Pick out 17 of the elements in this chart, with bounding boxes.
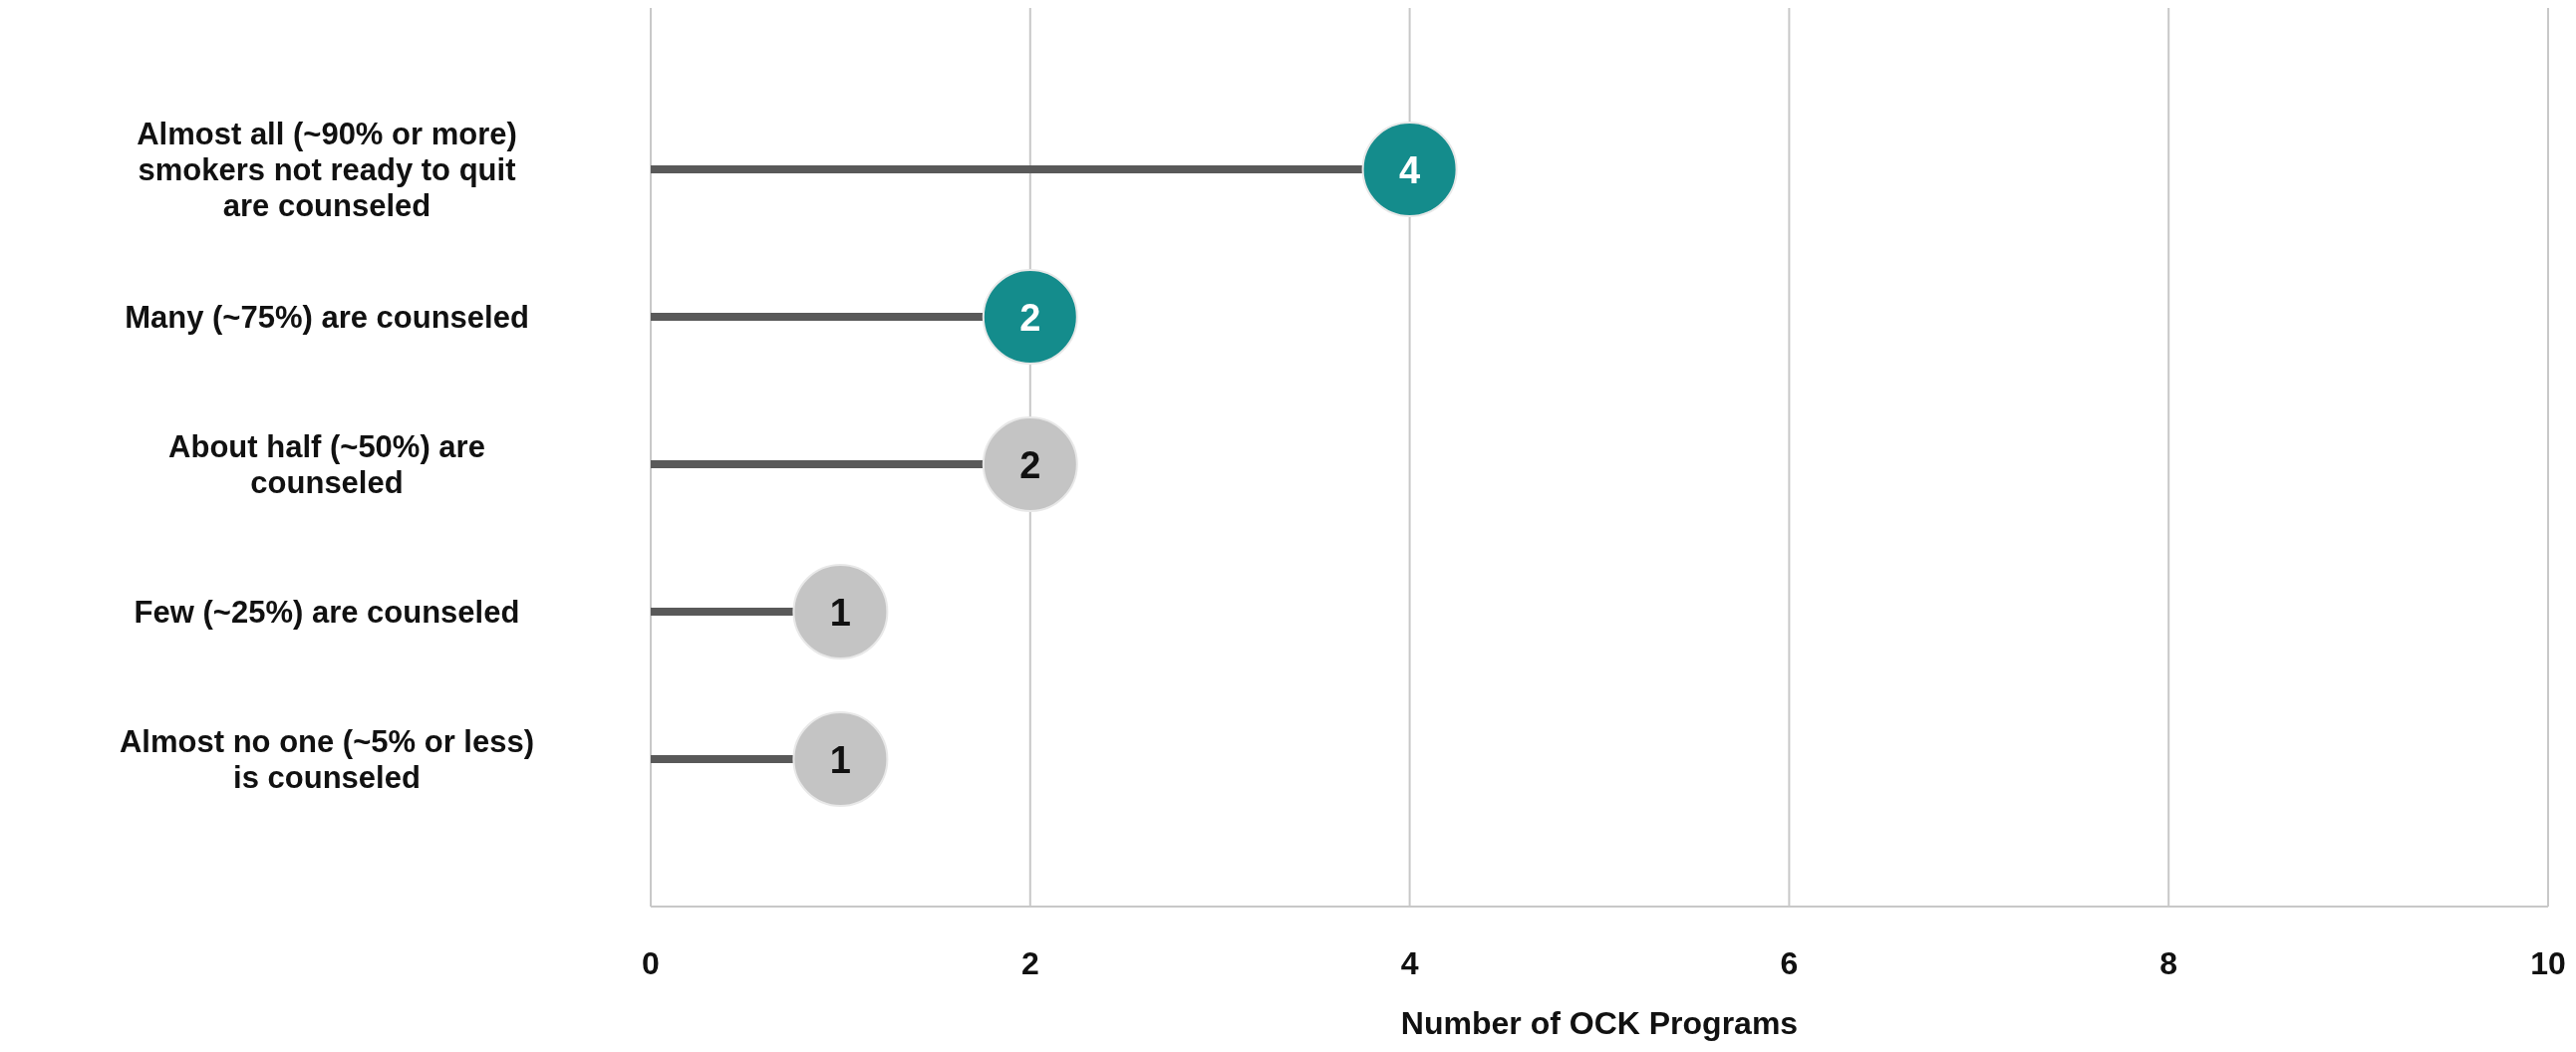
x-tick-label: 2	[1020, 945, 1039, 981]
y-tick-label: Almost no one (~5% or less) is counseled	[119, 723, 535, 795]
data-label: 1	[829, 591, 851, 634]
x-tick-label: 6	[1780, 945, 1799, 981]
y-tick-label: Many (~75%) are counseled	[125, 299, 529, 335]
data-label: 2	[1019, 296, 1041, 339]
data-label: 4	[1399, 148, 1421, 191]
y-tick-label: Almost all (~90% or more) smokers not ready to quit are counseled	[137, 116, 517, 223]
x-tick-label: 10	[2530, 945, 2566, 981]
data-label: 1	[829, 738, 851, 781]
data-label: 2	[1019, 443, 1041, 486]
x-tick-label: 4	[1400, 945, 1419, 981]
y-tick-label: Few (~25%) are counseled	[134, 594, 520, 630]
x-tick-label: 8	[2159, 945, 2178, 981]
x-tick-label: 0	[642, 945, 660, 981]
y-tick-label: About half (~50%) are counseled	[168, 428, 485, 500]
x-axis-title: Number of OCK Programs	[1400, 1005, 1799, 1041]
